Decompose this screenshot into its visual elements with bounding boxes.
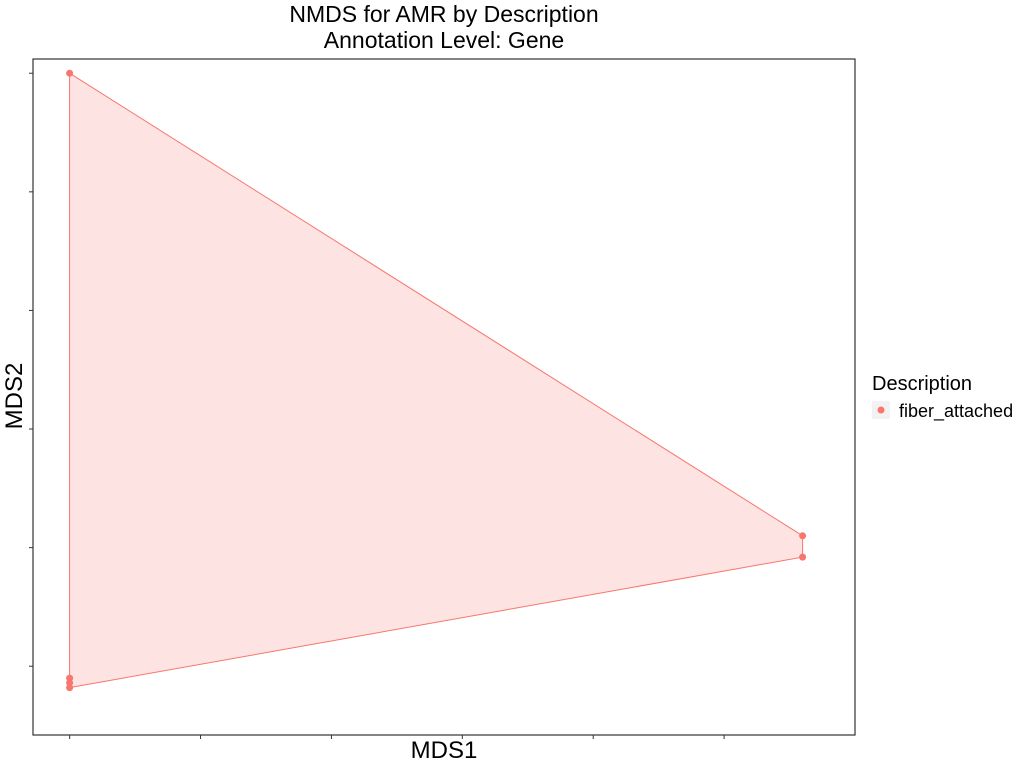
chart-title: NMDS for AMR by Description	[289, 1, 598, 27]
data-point	[799, 532, 807, 540]
data-point	[66, 684, 74, 692]
data-point	[799, 553, 807, 561]
chart-subtitle: Annotation Level: Gene	[324, 27, 564, 53]
panel-border	[32, 58, 856, 736]
legend-key-marker	[877, 406, 885, 414]
y-axis-label: MDS2	[1, 363, 28, 430]
data-point	[66, 69, 74, 77]
x-axis-label: MDS1	[411, 737, 478, 764]
plot-area	[29, 58, 856, 739]
legend-entry-label: fiber_attached	[899, 401, 1013, 422]
legend: Description fiber_attached	[872, 373, 1013, 422]
data-point	[66, 679, 74, 687]
legend-title: Description	[872, 373, 972, 395]
